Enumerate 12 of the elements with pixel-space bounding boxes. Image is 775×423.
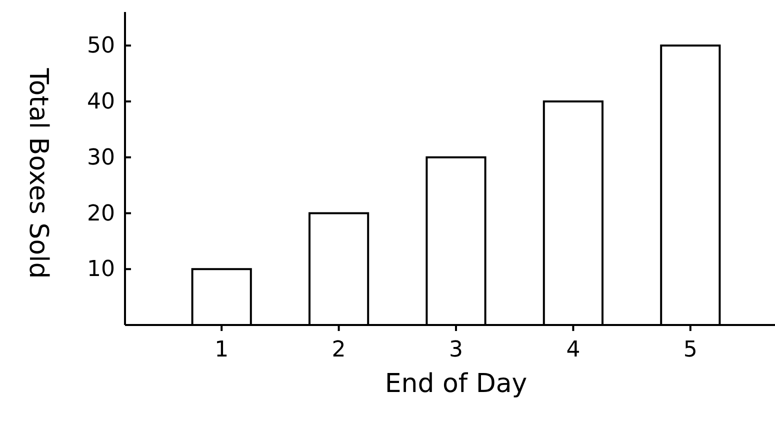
x-axis-title: End of Day xyxy=(384,369,528,399)
y-tick-label: 50 xyxy=(87,34,115,59)
y-tick-label: 20 xyxy=(87,201,115,226)
y-tick-label: 10 xyxy=(87,257,115,282)
y-axis-title: Total Boxes Sold xyxy=(23,67,53,279)
x-tick-label: 2 xyxy=(332,338,346,363)
x-tick-label: 3 xyxy=(449,338,463,363)
x-tick-label: 4 xyxy=(566,338,580,363)
x-tick-label: 1 xyxy=(214,338,229,363)
y-tick-label: 30 xyxy=(87,145,115,170)
y-tick-label: 40 xyxy=(87,89,115,114)
x-tick-label: 5 xyxy=(683,338,698,363)
